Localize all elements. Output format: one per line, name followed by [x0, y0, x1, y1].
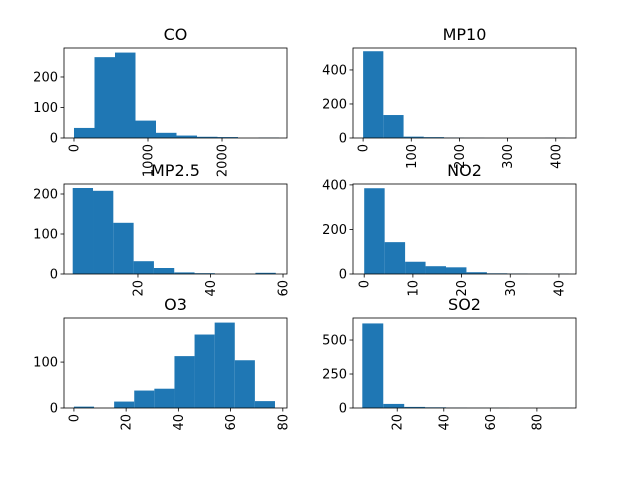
y-tick-label: 0	[50, 132, 58, 147]
x-tick-label: 300	[501, 144, 516, 169]
y-tick-label: 200	[322, 97, 347, 112]
x-tick-label: 40	[552, 280, 567, 297]
bar	[114, 52, 136, 138]
bar	[214, 322, 235, 408]
bar	[114, 401, 135, 408]
y-tick-label: 100	[33, 228, 58, 243]
y-tick-label: 0	[339, 268, 347, 283]
axes-frame	[352, 317, 577, 409]
y-tick-label: 0	[339, 402, 347, 417]
axes-frame	[352, 47, 577, 139]
bar	[135, 120, 156, 138]
axes-frame	[63, 317, 288, 409]
y-tick-label: 250	[322, 368, 347, 383]
bar	[197, 136, 218, 138]
x-tick-label: 400	[549, 144, 564, 169]
subplot: 0 100 0 20 40 60 80 O3	[33, 295, 291, 431]
y-tick-label: 0	[339, 132, 347, 147]
x-tick-label: 80	[530, 414, 545, 431]
y-tick-label: 100	[33, 356, 58, 371]
x-tick-label: 1000	[142, 144, 157, 177]
y-tick-label: 400	[322, 63, 347, 78]
x-tick-label: 60	[484, 414, 499, 431]
y-tick-label: 200	[33, 188, 58, 203]
subplot-title: O3	[164, 295, 187, 314]
bar	[362, 323, 384, 408]
bar	[405, 261, 426, 274]
x-tick-label: 0	[358, 280, 373, 288]
y-tick-label: 200	[322, 223, 347, 238]
y-tick-label: 400	[322, 178, 347, 193]
bar	[73, 406, 95, 408]
subplot-title: SO2	[448, 295, 481, 314]
x-tick-label: 20	[391, 414, 406, 431]
y-tick-label: 0	[50, 402, 58, 417]
x-tick-label: 200	[453, 144, 468, 169]
x-tick-label: 60	[224, 414, 239, 431]
x-tick-label: 100	[405, 144, 420, 169]
x-tick-label: 40	[204, 280, 219, 297]
bar	[466, 272, 487, 274]
bar	[73, 127, 95, 138]
bar	[383, 403, 405, 408]
x-tick-label: 10	[406, 280, 421, 297]
x-tick-label: 20	[120, 414, 135, 431]
x-tick-label: 40	[172, 414, 187, 431]
subplot: 0 250 500 20 40 60 80 SO2	[322, 295, 577, 431]
bar	[113, 222, 134, 274]
bar	[445, 267, 467, 274]
bar	[134, 390, 155, 408]
bar	[363, 51, 384, 138]
bar	[174, 272, 195, 274]
bar	[425, 266, 446, 274]
bar	[72, 188, 94, 274]
axes-frame	[63, 183, 288, 275]
x-tick-label: 20	[455, 280, 470, 297]
x-tick-label: 80	[276, 414, 291, 431]
bar	[174, 356, 195, 408]
subplot-title: MP10	[443, 25, 487, 44]
x-tick-label: 60	[277, 280, 292, 297]
bar	[404, 406, 426, 408]
bar	[234, 360, 255, 408]
subplot: 0 200 400 0 10 20 30 40 NO2	[322, 161, 577, 297]
axes-frame	[352, 183, 577, 275]
y-tick-label: 500	[322, 334, 347, 349]
bar	[154, 388, 175, 408]
bar	[155, 132, 177, 138]
x-tick-label: 30	[504, 280, 519, 297]
subplot: 0 200 400 0 100 200 300 400 MP10	[322, 25, 577, 169]
bar	[94, 57, 115, 138]
axes-frame	[63, 47, 288, 139]
bar	[194, 334, 215, 408]
subplot-title: MP2.5	[151, 161, 200, 180]
bar	[176, 135, 198, 138]
x-tick-label: 0	[67, 414, 82, 422]
bar	[364, 188, 385, 274]
bar	[403, 136, 424, 138]
bar	[254, 401, 275, 408]
y-tick-label: 0	[50, 268, 58, 283]
subplot: 0 100 200 20 40 60 MP2.5	[33, 161, 291, 297]
subplot-title: NO2	[447, 161, 482, 180]
x-tick-label: 2000	[216, 144, 231, 177]
x-tick-label: 0	[67, 144, 82, 152]
bar	[384, 242, 406, 274]
bar	[217, 137, 239, 138]
bar	[255, 272, 276, 274]
bar	[423, 137, 445, 138]
bar	[133, 261, 154, 274]
y-tick-label: 100	[33, 101, 58, 116]
bar	[383, 115, 404, 138]
x-tick-label: 0	[357, 144, 372, 152]
subplot-title: CO	[164, 25, 188, 44]
y-tick-label: 200	[33, 70, 58, 85]
x-tick-label: 20	[131, 280, 146, 297]
x-tick-label: 40	[437, 414, 452, 431]
bar	[93, 190, 114, 274]
bar	[153, 268, 175, 274]
